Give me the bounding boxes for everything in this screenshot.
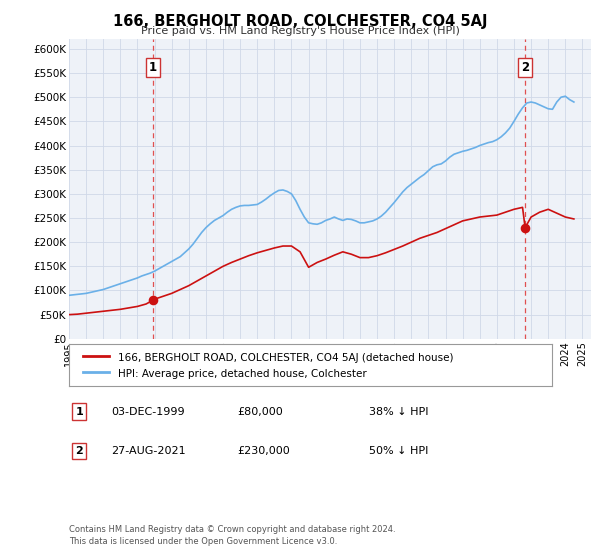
Text: Contains HM Land Registry data © Crown copyright and database right 2024.
This d: Contains HM Land Registry data © Crown c… xyxy=(69,525,395,546)
Legend: 166, BERGHOLT ROAD, COLCHESTER, CO4 5AJ (detached house), HPI: Average price, de: 166, BERGHOLT ROAD, COLCHESTER, CO4 5AJ … xyxy=(79,348,457,383)
Text: Price paid vs. HM Land Registry's House Price Index (HPI): Price paid vs. HM Land Registry's House … xyxy=(140,26,460,36)
Text: 27-AUG-2021: 27-AUG-2021 xyxy=(111,446,185,456)
Text: 1: 1 xyxy=(76,407,83,417)
Text: 38% ↓ HPI: 38% ↓ HPI xyxy=(369,407,428,417)
Text: £230,000: £230,000 xyxy=(237,446,290,456)
Text: 166, BERGHOLT ROAD, COLCHESTER, CO4 5AJ: 166, BERGHOLT ROAD, COLCHESTER, CO4 5AJ xyxy=(113,14,487,29)
Point xyxy=(148,296,158,305)
Text: 2: 2 xyxy=(521,61,529,74)
Text: 50% ↓ HPI: 50% ↓ HPI xyxy=(369,446,428,456)
Text: 2: 2 xyxy=(76,446,83,456)
Text: 1: 1 xyxy=(149,61,157,74)
Text: £80,000: £80,000 xyxy=(237,407,283,417)
Point xyxy=(520,223,530,232)
Text: 03-DEC-1999: 03-DEC-1999 xyxy=(111,407,185,417)
